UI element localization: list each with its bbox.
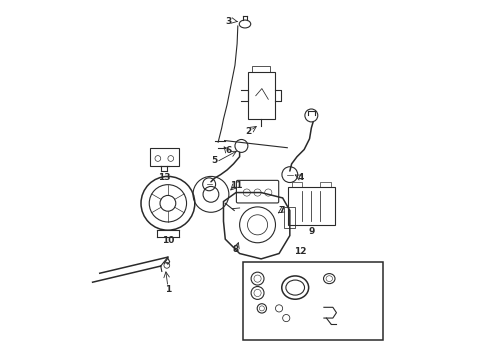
Text: 4: 4 <box>297 173 304 182</box>
Bar <box>320 182 331 187</box>
Text: 1: 1 <box>165 285 171 294</box>
Text: 12: 12 <box>294 247 307 256</box>
Text: 8: 8 <box>232 246 239 255</box>
Bar <box>150 148 179 166</box>
Text: 3: 3 <box>226 17 232 26</box>
Text: 9: 9 <box>308 228 315 237</box>
Bar <box>292 182 302 187</box>
Text: 2: 2 <box>245 127 252 136</box>
Text: 6: 6 <box>226 146 232 155</box>
Text: 11: 11 <box>230 181 242 190</box>
Bar <box>288 187 335 225</box>
Text: 7: 7 <box>279 206 285 215</box>
Bar <box>247 72 275 119</box>
Text: 5: 5 <box>211 156 218 165</box>
Bar <box>243 262 383 339</box>
Bar <box>252 66 270 72</box>
Bar <box>285 207 295 228</box>
Text: 10: 10 <box>162 237 174 246</box>
Text: 13: 13 <box>158 173 171 182</box>
